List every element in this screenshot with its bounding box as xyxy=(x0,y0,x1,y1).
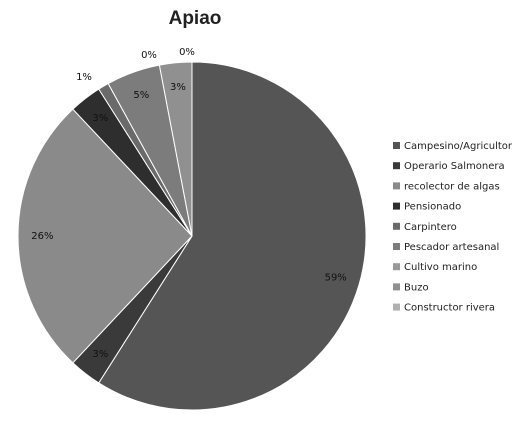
data-label-recolector-de-algas: 26% xyxy=(31,231,53,242)
legend-swatch-operario-salmonera xyxy=(393,162,400,170)
data-label-campesino-agricultor: 59% xyxy=(325,273,347,284)
legend-swatch-recolector-de-algas xyxy=(393,182,400,190)
legend-swatch-pensionado xyxy=(393,202,400,210)
legend-label-pensionado: Pensionado xyxy=(404,202,461,213)
pie-slice-buzo xyxy=(158,61,193,237)
data-label-pensionado: 3% xyxy=(92,113,108,124)
pie-slice-recolector-de-algas xyxy=(17,108,193,364)
data-label-cultivo-marino: 0% xyxy=(141,50,157,61)
legend-swatch-carpintero xyxy=(393,222,400,230)
legend-label-campesino-agricultor: Campesino/Agricultor xyxy=(404,141,513,152)
legend-swatch-cultivo-marino xyxy=(393,263,400,271)
legend-swatch-buzo xyxy=(393,283,400,291)
data-label-constructor-rivera: 0% xyxy=(179,47,195,58)
legend: Campesino/Agricultor Operario Salmonera re… xyxy=(393,141,513,314)
legend-swatch-campesino-agricultor xyxy=(393,142,400,149)
legend-label-buzo: Buzo xyxy=(404,282,429,293)
data-label-operario-salmonera: 3% xyxy=(92,349,108,360)
legend-label-operario-salmonera: Operario Salmonera xyxy=(404,161,505,172)
legend-label-carpintero: Carpintero xyxy=(404,222,457,233)
legend-swatch-constructor-rivera xyxy=(393,303,400,311)
legend-label-pescador-artesanal: Pescador artesanal xyxy=(404,242,499,253)
data-label-carpintero: 1% xyxy=(76,72,92,83)
legend-label-cultivo-marino: Cultivo marino xyxy=(404,262,477,273)
legend-label-constructor-rivera: Constructor rivera xyxy=(404,303,495,314)
legend-swatch-pescador-artesanal xyxy=(393,243,400,250)
pie-slice-campesino-agricultor xyxy=(98,61,367,411)
chart-title: Apiao xyxy=(168,8,222,29)
data-label-buzo: 3% xyxy=(170,82,186,93)
data-label-pescador-artesanal: 5% xyxy=(133,90,149,101)
legend-label-recolector-de-algas: recolector de algas xyxy=(404,181,500,192)
